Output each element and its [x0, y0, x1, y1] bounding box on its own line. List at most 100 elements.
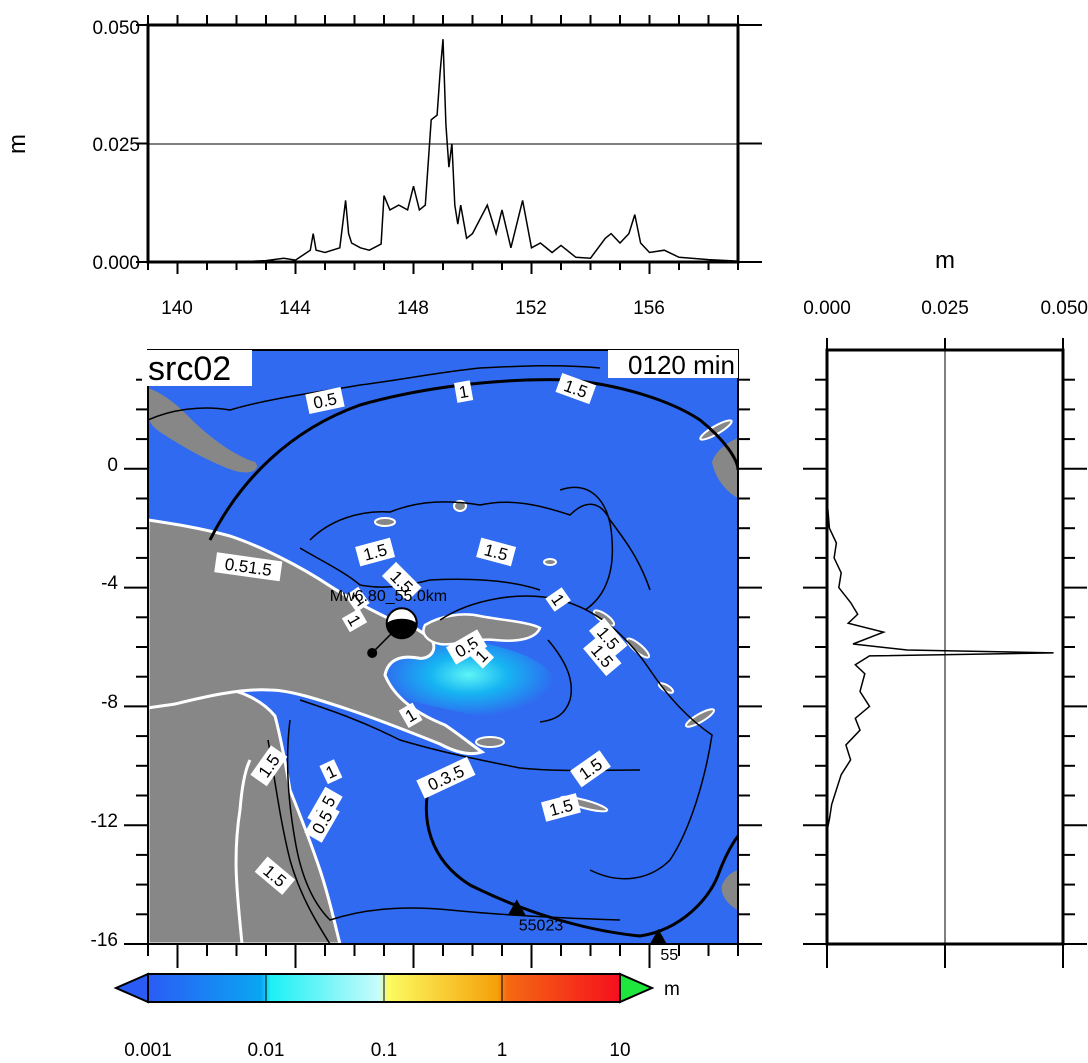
colorbar-tick-label-0.001: 0.001 — [124, 1040, 172, 1061]
contour-label-box — [476, 537, 517, 567]
contour-label-box — [250, 745, 288, 787]
source-label: src02 — [148, 350, 231, 388]
colorbar-tick-label-1: 1 — [497, 1040, 508, 1061]
right-x-tick-label-0.000: 0.000 — [803, 298, 851, 319]
contour-label-box — [355, 537, 396, 567]
contour-label-box — [305, 386, 345, 415]
contour-label-box — [570, 750, 611, 788]
contour-label-box — [545, 587, 571, 612]
contour-label-text: 0.5 — [312, 389, 339, 412]
colorbar-tick-label-0.01: 0.01 — [248, 1040, 285, 1061]
contour-label-box — [398, 702, 423, 728]
right-plot-x-ticks — [826, 338, 1064, 968]
contour-line — [148, 364, 601, 421]
contour-line — [559, 486, 614, 611]
lat-tick-label-0: 0 — [107, 455, 118, 476]
lat-tick-label-minus12: -12 — [91, 811, 118, 832]
event-label: Mw6.80_55.0km — [330, 588, 447, 605]
contour-line — [539, 639, 572, 723]
colorbar-high-arrow — [619, 972, 655, 1004]
right-series-line — [826, 498, 1054, 832]
contour-label: 1 — [398, 702, 423, 728]
map-lon-ticks — [147, 944, 739, 968]
contour-label: 0.5 — [305, 386, 345, 415]
right-x-tick-label-0.050: 0.050 — [1040, 298, 1088, 319]
contour-label-box — [416, 756, 476, 799]
island — [475, 736, 505, 748]
contour-label: 1 — [468, 643, 495, 669]
station-marker: 55023 — [507, 899, 564, 934]
contour-label-box — [541, 793, 581, 822]
contour-label-box — [254, 856, 296, 895]
contour-label-box — [468, 643, 495, 669]
epicenter-marker — [367, 647, 378, 658]
contour-label-box — [304, 801, 340, 843]
map-right-lat-ticks — [738, 378, 762, 945]
time-label: 0120 min — [628, 350, 735, 380]
source-label-box — [142, 350, 252, 386]
contour-line — [309, 501, 651, 591]
max-amplitude-map: 0 -4 -8 -12 -16 0.5 1 1.50.51.51.5 1.51.511… — [91, 349, 762, 968]
focal-mechanism-beachball — [385, 607, 418, 640]
contour-label-text: 1 — [457, 382, 470, 402]
contour-label-box — [583, 635, 622, 677]
colorbar-unit: m — [664, 979, 680, 1000]
contour-label-box — [214, 552, 283, 582]
contour-label: 1 — [453, 380, 474, 403]
beachball-compression-quadrant — [386, 618, 417, 639]
contour-label-box — [319, 759, 343, 785]
contour-line-outer — [424, 779, 738, 938]
colorbar-tick-label-10: 10 — [609, 1040, 630, 1061]
contour-line-outer — [208, 378, 738, 541]
lat-tick-label-minus8: -8 — [101, 692, 118, 713]
station-marker: 55 — [649, 929, 678, 964]
colorbar-tick-label-0.1: 0.1 — [371, 1040, 397, 1061]
contour-label-box — [446, 629, 488, 665]
top-x-tick-label-140: 140 — [161, 298, 193, 319]
contour-label: 1 — [545, 587, 571, 612]
contour-label-box — [341, 608, 368, 633]
lat-tick-label-minus16: -16 — [91, 930, 118, 951]
island — [699, 419, 733, 441]
lat-tick-label-minus4: -4 — [101, 573, 118, 594]
station-label: 55 — [660, 947, 678, 964]
tide-stations: 55023 55 — [507, 899, 678, 964]
right-latitude-profile-plot: m 0.000 0.025 0.050 — [803, 247, 1088, 968]
contour-label-box — [453, 380, 474, 403]
right-plot-right-ticks — [1063, 378, 1087, 945]
contour-label-box — [381, 561, 422, 602]
top-y-tick-label-0.025: 0.025 — [92, 135, 140, 156]
island — [374, 517, 396, 527]
island — [685, 708, 715, 728]
station-triangle-icon — [649, 929, 668, 946]
contour-label: 1 — [341, 608, 368, 633]
contour-label-box — [555, 373, 597, 405]
top-time-series-plot: 0.050 0.025 0.000 m 140 144 148 152 156 — [4, 15, 762, 319]
contour-label: 1 — [345, 586, 370, 613]
amplitude-colorbar: m 0.001 0.01 0.1 1 10 — [113, 972, 680, 1061]
right-x-axis-title: m — [935, 247, 955, 274]
top-series-line — [148, 39, 739, 263]
contour-label: 1.5 — [381, 561, 422, 602]
map-left-lat-ticks — [124, 378, 148, 945]
top-x-ticks — [147, 262, 739, 274]
station-label: 55023 — [519, 917, 564, 934]
east-land-south — [721, 870, 738, 910]
contour-label: 1 — [319, 759, 343, 785]
top-right-y-ticks — [738, 24, 762, 263]
contour-label-box — [588, 617, 628, 659]
top-x-tick-label-144: 144 — [279, 298, 311, 319]
northwest-land — [148, 388, 258, 473]
right-x-tick-label-0.025: 0.025 — [921, 298, 969, 319]
inland-coast-line — [234, 759, 252, 944]
contour-line — [439, 595, 713, 880]
top-x-tick-label-156: 156 — [633, 298, 665, 319]
island — [543, 558, 557, 566]
top-y-axis-title: m — [4, 134, 31, 154]
time-label-box — [608, 350, 738, 378]
contour-label-box — [345, 586, 370, 613]
top-x-tick-label-152: 152 — [515, 298, 547, 319]
top-x-ticks-upper — [147, 15, 739, 25]
top-left-y-ticks — [136, 24, 148, 263]
